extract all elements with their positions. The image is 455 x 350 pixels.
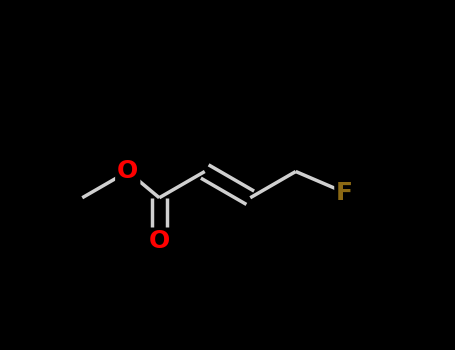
Text: F: F [336, 181, 353, 204]
Text: O: O [149, 230, 170, 253]
Text: O: O [117, 160, 138, 183]
